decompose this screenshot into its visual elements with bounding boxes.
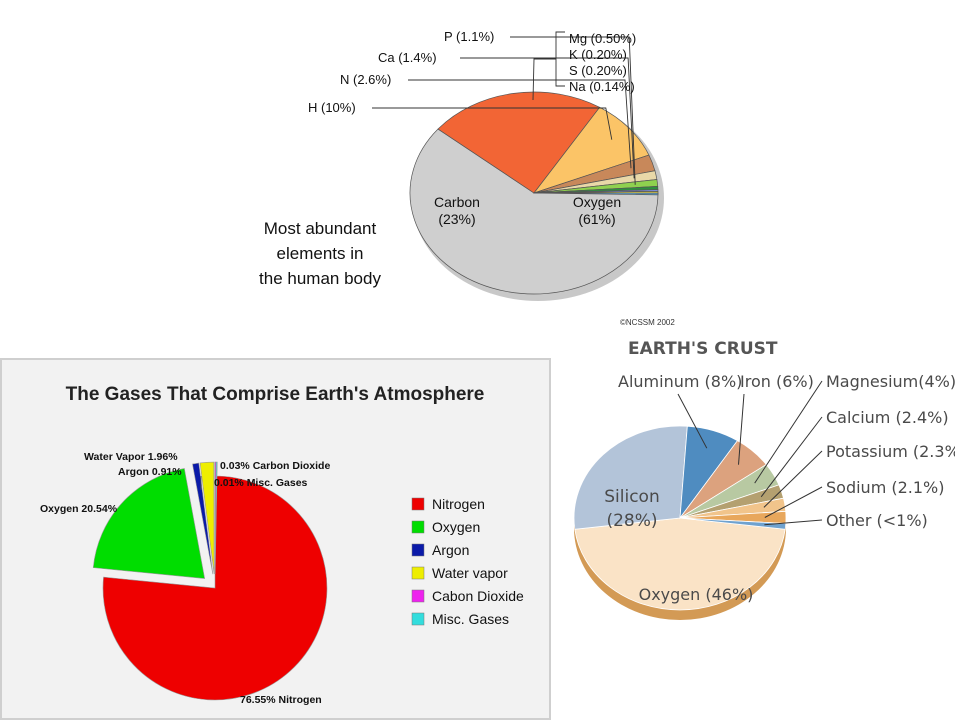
body-title-line-3: the human body — [259, 269, 381, 288]
label-silicon-name: Silicon — [604, 487, 659, 507]
legend-swatch-cabon-dioxide — [411, 589, 425, 603]
leader-calcium — [760, 416, 823, 498]
legend-swatch-water-vapor — [411, 566, 425, 580]
label-water-vapor: Water Vapor 1.96% — [84, 451, 178, 463]
body-title-line-2: elements in — [277, 244, 364, 263]
legend-label-misc-gases: Misc. Gases — [432, 611, 509, 627]
leader-n — [408, 79, 632, 169]
label-oxygen: Oxygen 20.54% — [40, 503, 118, 515]
slice-argon — [192, 462, 214, 575]
leader-p — [510, 36, 636, 185]
label-sodium: Sodium (2.1%) — [826, 478, 945, 497]
label-oxygen-value: (61%) — [578, 211, 615, 227]
label-misc-gases: 0.01% Misc. Gases — [214, 477, 308, 489]
human-body-pie-chart: Oxygen(61%) Carbon(23%) H (10%) N (2.6%) Ca … — [259, 29, 675, 327]
slice-silicon — [573, 425, 688, 530]
crust-title: EARTH'S CRUST — [628, 339, 778, 359]
legend-label-nitrogen: Nitrogen — [432, 496, 485, 512]
label-potassium: Potassium (2.3%) — [826, 442, 955, 461]
slice-oxygen — [409, 128, 659, 295]
slice-nitrogen — [102, 475, 328, 701]
label-calcium: Calcium (2.4%) — [826, 408, 949, 427]
leader-ca — [460, 57, 635, 179]
label-iron: Iron (6%) — [740, 372, 814, 391]
label-silicon-value: (28%) — [606, 511, 657, 531]
label-nitrogen: 76.55% Nitrogen — [240, 694, 322, 706]
label-k: K (0.20%) — [569, 47, 627, 62]
label-p: P (1.1%) — [444, 29, 494, 44]
atmosphere-legend: Nitrogen Oxygen Argon Water vapor Cabon Diox… — [411, 496, 524, 627]
slice-water-vapor — [199, 461, 215, 575]
label-h: H (10%) — [308, 100, 356, 115]
legend-label-cabon-dioxide: Cabon Dioxide — [432, 588, 524, 604]
atmosphere-title: The Gases That Comprise Earth's Atmosphe… — [66, 384, 485, 405]
bracket-minor-elements — [555, 31, 565, 87]
label-ca: Ca (1.4%) — [378, 50, 437, 65]
label-cabon-dioxide: 0.03% Carbon Dioxide — [220, 460, 330, 472]
body-title-line-1: Most abundant — [264, 219, 377, 238]
leader-potassium — [763, 450, 823, 508]
label-mg: Mg (0.50%) — [569, 31, 636, 46]
slice-na — [533, 192, 659, 196]
label-aluminum: Aluminum (8%) — [618, 372, 742, 391]
legend-label-argon: Argon — [432, 542, 469, 558]
label-s: S (0.20%) — [569, 63, 627, 78]
label-oxygen: Oxygen (46%) — [639, 585, 754, 604]
slice-other — [679, 517, 787, 530]
slice-oxygen — [574, 517, 786, 611]
label-magnesium: Magnesium(4%) — [826, 372, 955, 391]
leader-sodium — [764, 486, 823, 518]
legend-swatch-misc-gases — [411, 612, 425, 626]
copyright-text: ©NCSSM 2002 — [620, 318, 675, 327]
atmosphere-pie-chart: The Gases That Comprise Earth's Atmosphe… — [0, 358, 551, 720]
leader-magnesium — [754, 380, 823, 484]
slice-misc-gases — [214, 461, 218, 575]
earth-crust-pie-chart: EARTH'S CRUST Oxygen (46%) Silicon (28%) Al… — [573, 339, 955, 620]
legend-label-water-vapor: Water vapor — [432, 565, 508, 581]
label-argon: Argon 0.91% — [118, 466, 182, 478]
leader-other — [764, 519, 823, 526]
label-n: N (2.6%) — [340, 72, 391, 87]
label-oxygen-name: Oxygen — [573, 194, 621, 210]
slice-oxygen — [92, 468, 206, 579]
leader-minor-elements — [532, 58, 556, 101]
legend-swatch-argon — [411, 543, 425, 557]
legend-swatch-nitrogen — [411, 497, 425, 511]
legend-label-oxygen: Oxygen — [432, 519, 480, 535]
label-carbon-name: Carbon — [434, 194, 480, 210]
label-other: Other (<1%) — [826, 511, 928, 530]
leader-iron — [738, 393, 745, 465]
label-carbon-value: (23%) — [438, 211, 475, 227]
legend-swatch-oxygen — [411, 520, 425, 534]
label-na: Na (0.14%) — [569, 79, 635, 94]
leader-h — [372, 107, 613, 140]
slice-carbon — [437, 91, 601, 194]
leader-aluminum — [677, 393, 708, 449]
